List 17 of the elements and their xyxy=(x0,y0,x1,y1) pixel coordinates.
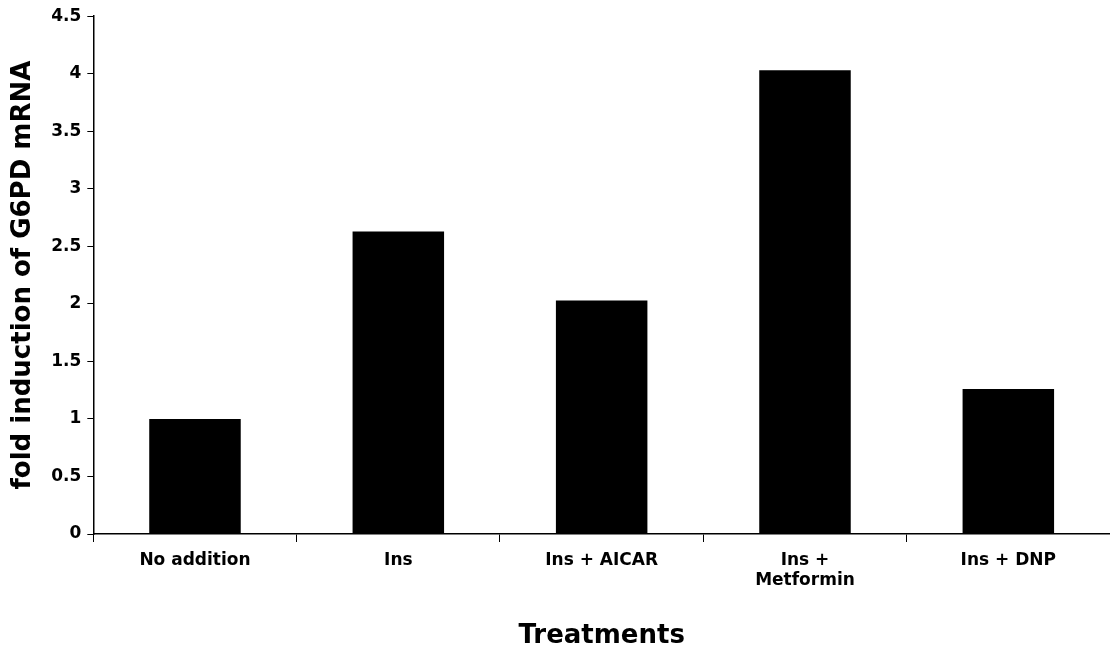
y-tick-label: 3.5 xyxy=(51,119,82,140)
y-tick-label: 3 xyxy=(69,177,82,198)
x-tick-label: Ins xyxy=(384,548,413,569)
y-tick-label: 2 xyxy=(69,292,82,313)
y-tick-label: 0 xyxy=(69,522,82,543)
y-axis-title: fold induction of G6PD mRNA xyxy=(6,60,37,490)
y-tick-label: 1 xyxy=(69,407,82,428)
x-tick-label: Ins + DNP xyxy=(960,548,1057,569)
y-tick-label: 0.5 xyxy=(51,464,82,485)
x-tick-label: No addition xyxy=(139,548,251,569)
x-tick-label: Ins + Metformin xyxy=(755,548,855,590)
x-axis-title: Treatments xyxy=(518,619,685,650)
y-tick-label: 4 xyxy=(69,62,82,83)
y-tick-label: 2.5 xyxy=(51,234,82,255)
y-tick-label: 4.5 xyxy=(51,4,82,25)
y-tick-label: 1.5 xyxy=(51,349,82,370)
x-tick-label: Ins + AICAR xyxy=(545,548,659,569)
